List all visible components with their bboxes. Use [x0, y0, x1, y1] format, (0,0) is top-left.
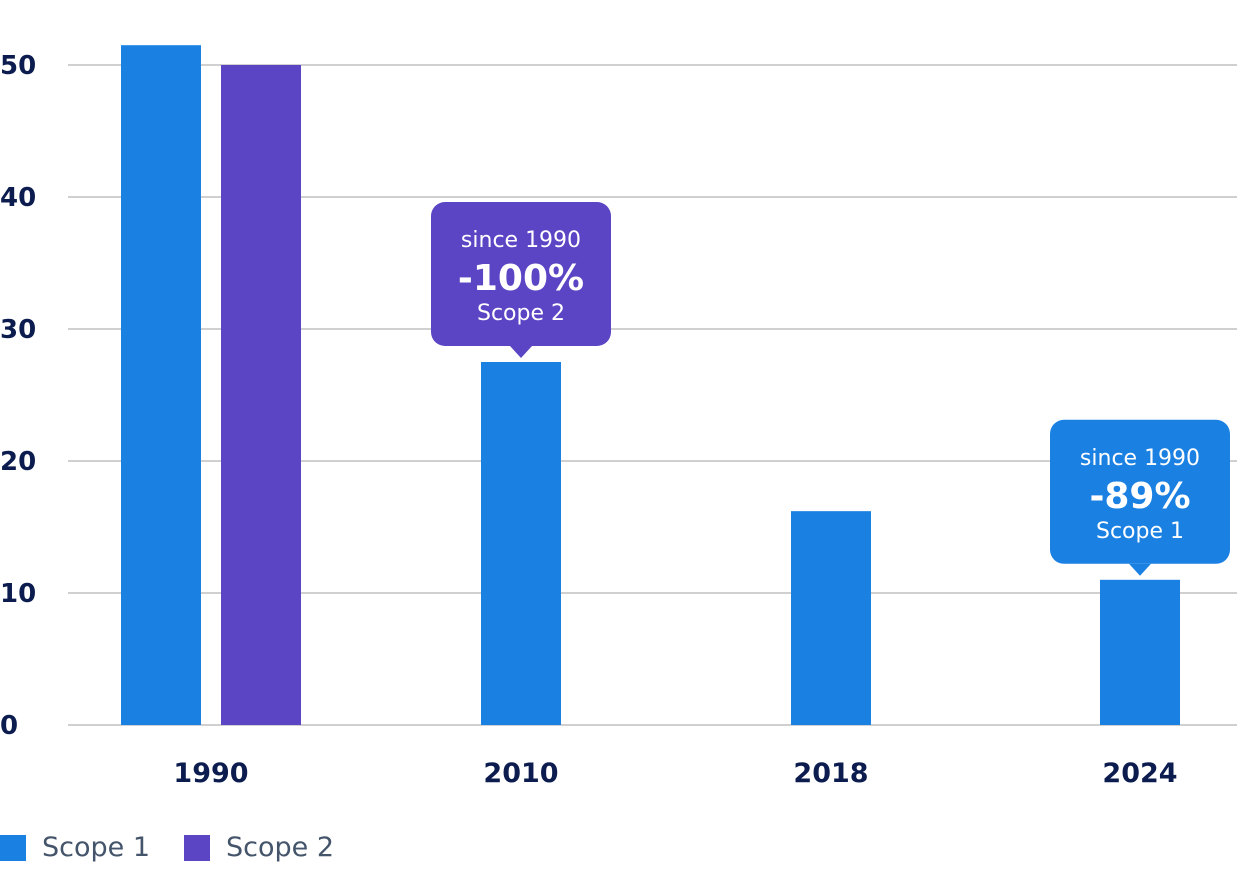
bar-scope-2-1990 [221, 65, 301, 725]
callout-2010: since 1990 -100%Scope 2 [431, 202, 611, 358]
legend-item-scope-1: Scope 1 [0, 832, 150, 863]
y-tick-label: 40 [0, 183, 36, 213]
legend-label-scope-2: Scope 2 [226, 832, 335, 863]
y-tick-label: 30 [0, 315, 36, 345]
callout-value: -89% [1089, 476, 1190, 517]
bar-scope-1-1990 [121, 45, 201, 725]
legend-swatch-scope-1 [0, 834, 26, 861]
legend-item-scope-2: Scope 2 [184, 832, 334, 863]
y-tick-label: 50 [0, 51, 36, 81]
y-tick-label: 10 [0, 579, 36, 609]
callout-line-3: Scope 2 [477, 301, 565, 326]
callout-box [431, 202, 611, 346]
callout-line-1: since 1990 [461, 228, 581, 253]
callout-2024: since 1990 -89%Scope 1 [1050, 419, 1230, 576]
legend-swatch-scope-2 [184, 834, 211, 861]
callout-line-3: Scope 1 [1096, 519, 1184, 544]
callout-value: -100% [458, 258, 584, 299]
y-tick-label: 0 [0, 711, 18, 741]
callout-pointer [510, 346, 532, 358]
y-tick-label: 20 [0, 447, 36, 477]
bar-scope-1-2024 [1100, 579, 1180, 725]
legend: Scope 1 Scope 2 [0, 832, 368, 863]
x-tick-label: 2018 [793, 758, 868, 789]
legend-label-scope-1: Scope 1 [42, 832, 151, 863]
bar-scope-1-2018 [791, 511, 871, 725]
callout-box [1050, 419, 1230, 564]
x-tick-label: 1990 [173, 758, 248, 789]
bar-scope-1-2010 [481, 362, 561, 725]
x-tick-label: 2010 [483, 758, 558, 789]
callout-pointer [1129, 563, 1151, 576]
x-tick-label: 2024 [1102, 758, 1177, 789]
bar-chart-plot: 0 10 20 30 40 50 1990 2010 2018 2024 since 1990 -10… [0, 45, 1237, 789]
callout-line-1: since 1990 [1080, 446, 1200, 471]
